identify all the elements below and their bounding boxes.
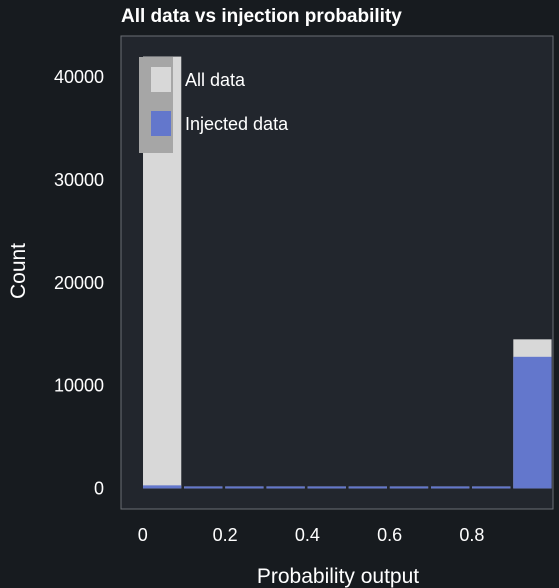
plot-area bbox=[120, 35, 554, 510]
bar-injected-data-7 bbox=[431, 486, 470, 489]
legend-swatch-all-data bbox=[151, 67, 171, 92]
bar-injected-data-4 bbox=[307, 486, 346, 489]
bar-injected-data-5 bbox=[348, 486, 387, 489]
x-tick-label: 0.2 bbox=[213, 525, 238, 545]
bar-injected-data-9 bbox=[513, 356, 552, 489]
legend-label-injected-data: Injected data bbox=[185, 114, 289, 134]
chart-title: All data vs injection probability bbox=[121, 6, 402, 27]
bar-injected-data-0 bbox=[143, 485, 182, 489]
bar-injected-data-1 bbox=[184, 486, 223, 489]
y-tick-label: 20000 bbox=[54, 273, 104, 293]
y-tick-label: 0 bbox=[94, 478, 104, 498]
legend-swatch-injected-data bbox=[151, 111, 171, 136]
y-tick-label: 40000 bbox=[54, 67, 104, 87]
legend-label-all-data: All data bbox=[185, 70, 246, 90]
x-tick-label: 0.6 bbox=[377, 525, 402, 545]
bar-injected-data-8 bbox=[472, 486, 511, 489]
x-tick-label: 0.4 bbox=[295, 525, 320, 545]
x-tick-label: 0.8 bbox=[459, 525, 484, 545]
y-tick-label: 30000 bbox=[54, 170, 104, 190]
bar-injected-data-2 bbox=[225, 486, 264, 489]
bar-injected-data-6 bbox=[389, 486, 429, 489]
x-tick-label: 0 bbox=[138, 525, 148, 545]
series-injected-data bbox=[143, 356, 552, 489]
bar-injected-data-3 bbox=[266, 486, 305, 489]
x-axis-label: Probability output bbox=[257, 565, 419, 588]
legend: All data Injected data bbox=[139, 57, 289, 153]
y-axis: 0 10000 20000 30000 40000 bbox=[54, 67, 104, 498]
y-axis-label: Count bbox=[7, 243, 30, 299]
y-tick-label: 10000 bbox=[54, 376, 104, 396]
x-axis: 0 0.2 0.4 0.6 0.8 bbox=[138, 525, 485, 545]
